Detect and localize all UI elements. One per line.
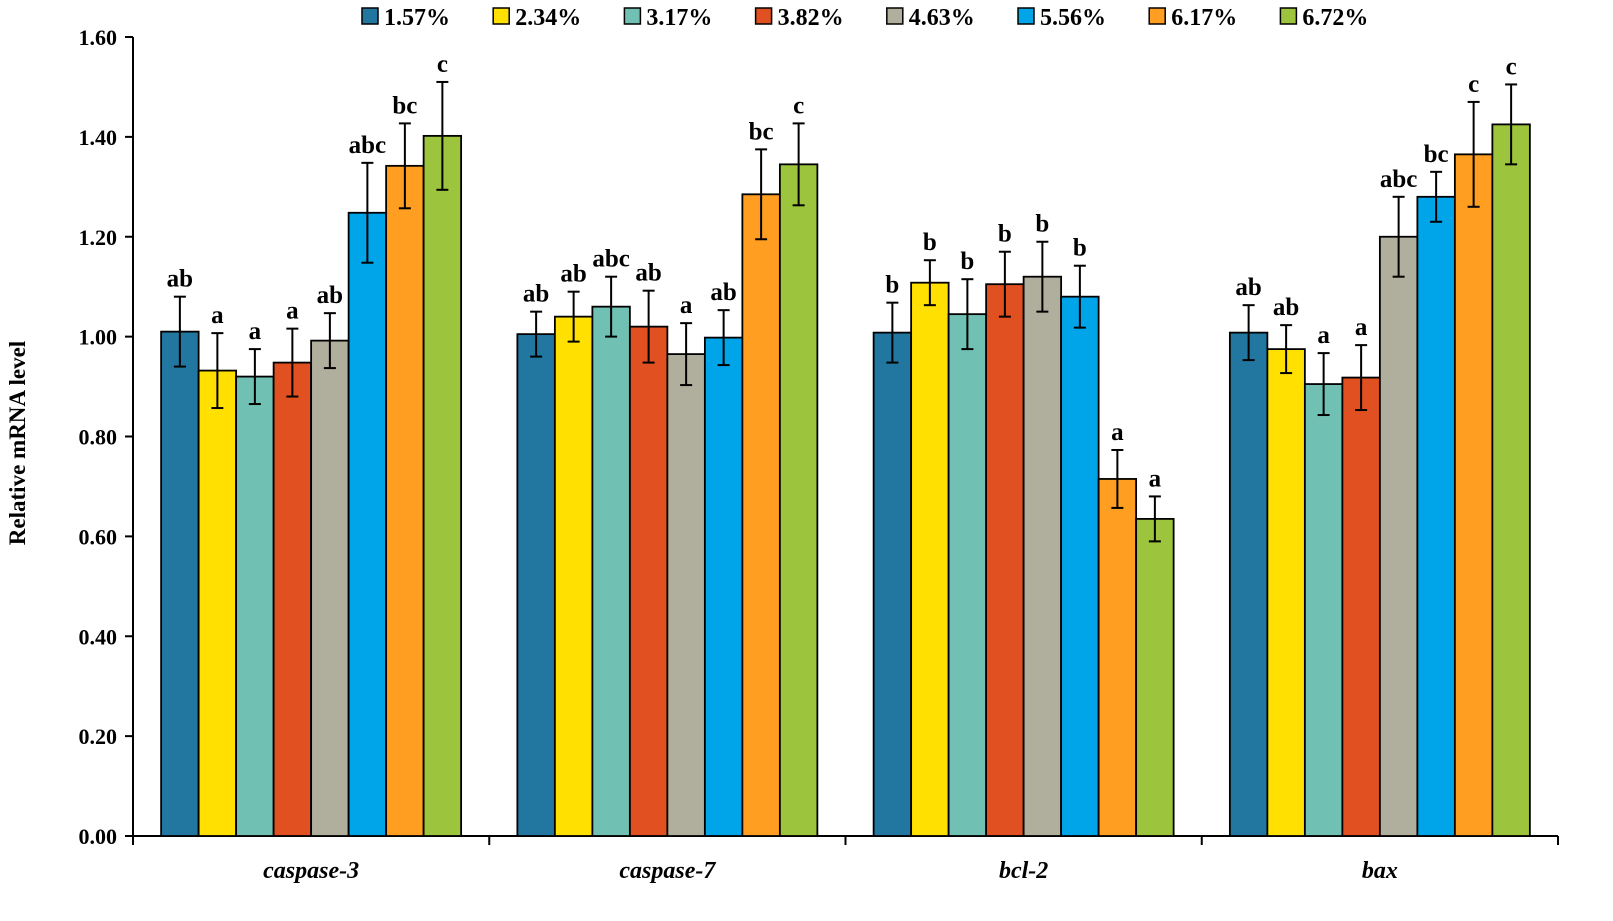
significance-label: c — [1468, 71, 1479, 98]
bar — [310, 339, 350, 837]
bar — [947, 313, 988, 837]
bar — [553, 315, 594, 837]
significance-label: b — [960, 248, 974, 275]
bar — [910, 281, 950, 837]
bar — [347, 211, 388, 837]
y-tick-label: 1.40 — [79, 125, 118, 150]
bar — [160, 330, 200, 837]
bar — [1266, 348, 1306, 837]
bar — [666, 353, 706, 837]
bar — [516, 333, 556, 837]
legend: 1.57% 2.34% 3.17% 3.82% 4.63% 5.56% 6.17% 6.72% — [361, 5, 1368, 31]
bar — [1060, 295, 1100, 837]
y-tick-label: 0.00 — [79, 824, 118, 849]
significance-label: abc — [349, 132, 387, 159]
significance-label: a — [249, 318, 262, 345]
y-axis: 0.00 0.20 0.40 0.60 0.80 1.00 1.20 1.40 1.60 — [79, 25, 134, 849]
bar — [628, 325, 669, 837]
significance-label: a — [211, 302, 224, 329]
bar — [778, 163, 819, 837]
bar — [703, 336, 744, 837]
bar — [1491, 123, 1531, 837]
category-label: caspase-3 — [263, 858, 359, 884]
bar — [1416, 195, 1456, 837]
category-label: caspase-7 — [619, 858, 716, 884]
significance-label: a — [680, 292, 693, 319]
significance-label: a — [286, 298, 299, 325]
legend-label: 2.34% — [515, 5, 581, 31]
significance-label: abc — [592, 246, 630, 273]
bar — [1341, 376, 1381, 837]
legend-label: 5.56% — [1040, 5, 1106, 31]
bar — [1378, 235, 1419, 837]
significance-label: ab — [1235, 274, 1261, 301]
significance-label: b — [923, 229, 937, 256]
significance-label: abc — [1380, 166, 1418, 193]
significance-label: b — [1035, 211, 1049, 238]
legend-label: 6.72% — [1302, 5, 1368, 31]
legend-swatch — [492, 7, 510, 25]
bar — [1453, 153, 1494, 837]
bar — [272, 361, 313, 837]
bar — [235, 375, 275, 837]
bar — [985, 283, 1025, 837]
significance-label: a — [1317, 322, 1330, 349]
y-tick-label: 0.20 — [79, 724, 118, 749]
significance-label: bc — [749, 118, 774, 145]
legend-label: 4.63% — [909, 5, 975, 31]
bar — [385, 164, 425, 837]
significance-label: b — [998, 221, 1012, 248]
legend-label: 6.17% — [1171, 5, 1237, 31]
y-tick-label: 0.80 — [79, 425, 118, 450]
legend-swatch — [1279, 7, 1298, 25]
category-label: bcl-2 — [999, 858, 1048, 884]
legend-label: 1.57% — [384, 5, 450, 31]
legend-swatch — [1017, 7, 1035, 25]
x-axis: caspase-3 caspase-7 bcl-2 bax — [132, 835, 1559, 884]
significance-label: b — [1073, 235, 1087, 262]
legend-swatch — [361, 7, 379, 25]
significance-label: bc — [1424, 141, 1449, 168]
bar — [1097, 478, 1138, 837]
significance-label: bc — [392, 92, 417, 119]
bar — [1303, 383, 1344, 837]
significance-label: a — [1355, 314, 1368, 341]
y-tick-label: 0.60 — [79, 524, 118, 549]
significance-label: c — [1506, 53, 1517, 80]
significance-label: ab — [710, 279, 736, 306]
significance-label: ab — [317, 282, 343, 309]
legend-swatch — [623, 7, 642, 25]
legend-swatch — [754, 7, 773, 25]
bar — [591, 305, 631, 837]
bar — [1022, 275, 1063, 837]
significance-label: ab — [560, 261, 586, 288]
significance-label: c — [793, 92, 804, 119]
category-label: bax — [1362, 858, 1398, 884]
legend-label: 3.82% — [778, 5, 844, 31]
legend-swatch — [1148, 7, 1166, 25]
bar — [1135, 517, 1175, 837]
legend-swatch — [886, 7, 904, 25]
y-axis-title: Relative mRNA level — [5, 341, 30, 545]
significance-label: a — [1111, 419, 1124, 446]
legend-label: 3.17% — [646, 5, 712, 31]
significance-label: b — [885, 272, 899, 299]
significance-label: ab — [635, 260, 661, 287]
bar — [872, 331, 913, 837]
bar — [1228, 331, 1269, 837]
significance-label: a — [1149, 465, 1162, 492]
bar — [197, 369, 238, 837]
y-tick-label: 1.60 — [79, 25, 118, 50]
bar — [422, 134, 463, 837]
significance-label: ab — [523, 281, 549, 308]
y-tick-label: 1.20 — [79, 225, 118, 250]
significance-label: ab — [1273, 294, 1299, 321]
bar — [741, 193, 781, 837]
significance-label: ab — [167, 266, 193, 293]
significance-label: c — [437, 51, 448, 78]
y-tick-label: 0.40 — [79, 624, 118, 649]
y-tick-label: 1.00 — [79, 325, 118, 350]
